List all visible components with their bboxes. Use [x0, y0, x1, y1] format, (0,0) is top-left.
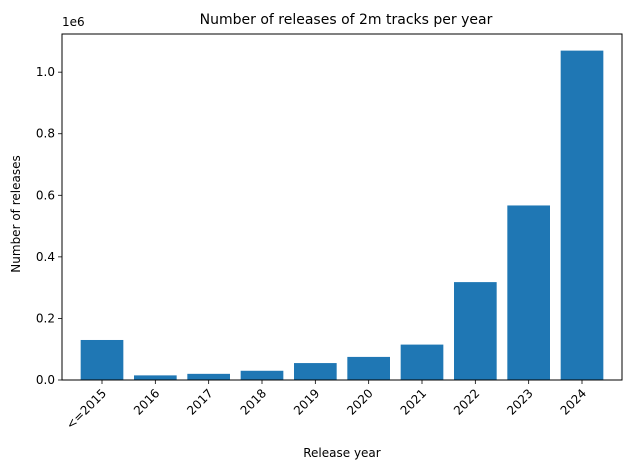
bar	[80, 339, 124, 380]
x-tick-label: 2023	[504, 386, 535, 417]
y-tick-label: 0.4	[36, 250, 55, 264]
y-scale-label: 1e6	[62, 15, 85, 29]
chart-title: Number of releases of 2m tracks per year	[200, 12, 493, 28]
bar	[454, 282, 497, 380]
y-axis-label: Number of releases	[9, 155, 23, 272]
bar	[187, 373, 230, 380]
x-tick-label: 2021	[398, 386, 429, 417]
y-tick-label: 0.6	[36, 188, 55, 202]
bar	[560, 50, 604, 381]
bar	[294, 363, 337, 380]
y-tick-label: 0.2	[36, 311, 55, 325]
x-tick-label: 2019	[291, 386, 322, 417]
bar	[507, 205, 550, 380]
x-axis-label: Release year	[303, 446, 381, 460]
bar	[400, 344, 444, 380]
y-tick-label: 0.8	[36, 127, 55, 141]
x-tick-label: <=2015	[63, 386, 109, 432]
x-tick-label: 2016	[131, 386, 162, 417]
x-tick-label: 2022	[451, 386, 482, 417]
y-tick-label: 0.0	[36, 373, 55, 387]
x-tick-label: 2017	[184, 386, 215, 417]
x-tick-label: 2024	[558, 386, 589, 417]
bar	[240, 370, 284, 380]
x-tick-label: 2020	[344, 386, 375, 417]
x-tick-label: 2018	[238, 386, 269, 417]
y-tick-label: 1.0	[36, 65, 55, 79]
bar	[134, 375, 177, 380]
bar	[347, 356, 390, 380]
plot-frame	[61, 33, 623, 381]
